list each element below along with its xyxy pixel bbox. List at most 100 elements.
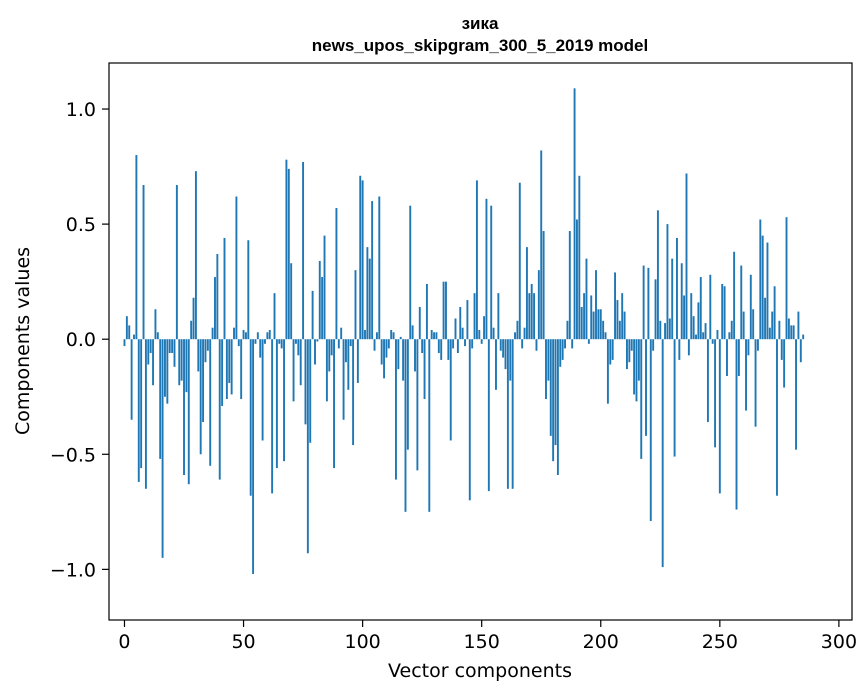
bar-70: [290, 263, 293, 340]
bar-121: [411, 325, 414, 340]
bar-225: [659, 320, 662, 340]
bar-203: [606, 339, 609, 404]
bar-242: [699, 277, 702, 340]
bar-56: [256, 332, 259, 340]
chart-subtitle: news_upos_skipgram_300_5_2019 model: [312, 36, 648, 55]
bar-series: [123, 88, 805, 574]
bar-270: [766, 242, 769, 340]
bar-172: [533, 293, 536, 340]
bar-138: [452, 339, 455, 349]
bar-73: [297, 339, 300, 356]
x-tick-label: 250: [702, 631, 738, 653]
bar-224: [656, 210, 659, 340]
bar-281: [792, 325, 795, 340]
bar-98: [356, 339, 359, 383]
bar-191: [578, 175, 581, 340]
bar-27: [187, 339, 190, 485]
bar-131: [435, 332, 438, 340]
bar-251: [721, 283, 724, 340]
bar-55: [254, 339, 257, 344]
bar-104: [371, 201, 374, 340]
bar-83: [321, 277, 324, 340]
bar-135: [445, 281, 447, 340]
bar-153: [487, 339, 490, 492]
bar-13: [154, 309, 157, 340]
bar-271: [768, 327, 771, 340]
bar-284: [799, 339, 802, 363]
bar-52: [247, 240, 250, 340]
bar-4: [133, 334, 135, 340]
bar-268: [761, 235, 764, 340]
bar-60: [266, 332, 269, 340]
bar-245: [706, 339, 709, 423]
y-tick-label: 1.0: [66, 99, 96, 121]
bar-177: [545, 339, 547, 400]
x-tick-label: 150: [464, 631, 500, 653]
bar-237: [687, 339, 690, 356]
bar-267: [759, 219, 762, 340]
bar-48: [237, 339, 240, 347]
bar-277: [783, 339, 786, 388]
y-tick-label: −1.0: [50, 559, 96, 581]
bar-14: [156, 332, 159, 340]
bar-90: [337, 339, 340, 349]
bar-10: [147, 339, 150, 365]
bar-96: [352, 339, 355, 446]
bar-157: [497, 293, 500, 340]
bar-130: [433, 332, 436, 340]
bar-19: [168, 339, 171, 354]
y-axis-label: Components values: [12, 247, 34, 435]
bar-265: [754, 339, 757, 427]
bar-262: [747, 339, 750, 356]
bar-46: [233, 327, 235, 340]
bar-65: [278, 339, 281, 344]
bar-89: [335, 208, 338, 340]
bar-134: [442, 281, 445, 340]
bar-249: [716, 329, 719, 340]
bar-113: [392, 332, 395, 340]
bar-142: [461, 327, 464, 340]
bar-86: [328, 339, 331, 372]
bar-31: [197, 339, 200, 372]
bar-163: [511, 339, 514, 489]
bar-45: [230, 339, 233, 395]
bar-235: [683, 295, 686, 340]
bar-159: [502, 339, 505, 358]
bar-74: [299, 339, 302, 386]
x-tick-label: 100: [344, 631, 380, 653]
bar-110: [385, 339, 388, 358]
bar-145: [468, 339, 471, 501]
bar-59: [264, 339, 266, 344]
bar-158: [499, 339, 502, 351]
bar-54: [252, 339, 255, 574]
bar-15: [159, 339, 162, 459]
bar-257: [735, 339, 738, 510]
bar-123: [416, 339, 419, 471]
bar-67: [283, 339, 285, 462]
bar-11: [149, 339, 152, 354]
bar-26: [185, 339, 188, 393]
bar-182: [556, 339, 559, 475]
bar-272: [771, 311, 774, 340]
x-tick-label: 50: [231, 631, 255, 653]
bar-105: [373, 339, 376, 351]
bar-199: [597, 309, 600, 340]
bar-20: [171, 339, 174, 354]
bar-109: [383, 339, 386, 379]
bar-273: [773, 286, 776, 340]
x-tick-label: 0: [118, 631, 130, 653]
bar-176: [542, 231, 545, 340]
x-axis-ticks: 0 50 100 150 200 250 300: [118, 620, 857, 653]
bar-189: [573, 88, 576, 340]
bar-93: [344, 339, 347, 363]
bar-162: [509, 339, 512, 381]
bar-146: [471, 339, 474, 349]
bar-128: [428, 339, 431, 512]
bar-38: [214, 277, 216, 340]
bar-125: [421, 339, 424, 354]
bar-111: [387, 339, 390, 349]
bar-219: [645, 339, 647, 436]
bar-84: [323, 235, 326, 340]
bar-174: [537, 270, 540, 340]
bar-253: [726, 339, 728, 377]
